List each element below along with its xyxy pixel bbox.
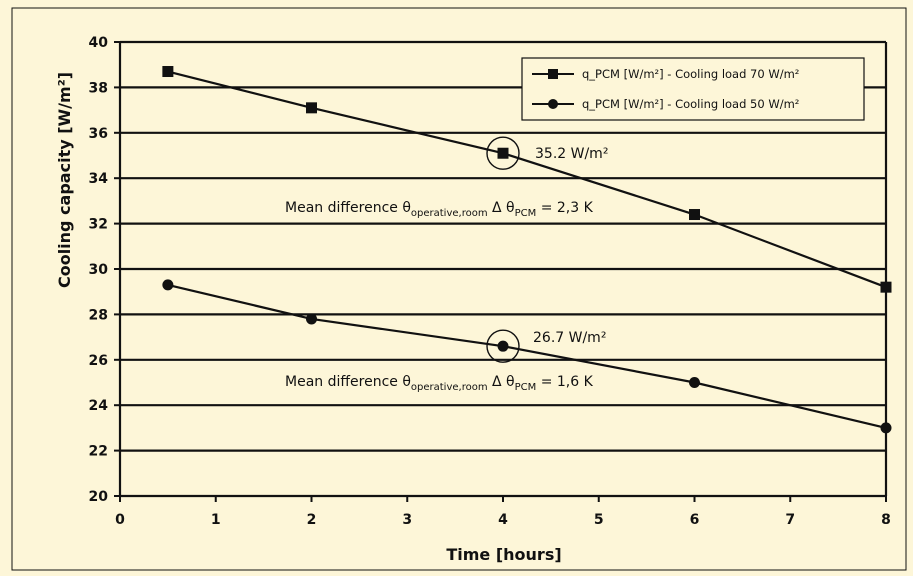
x-tick-label-7: 7 <box>785 512 795 528</box>
legend-box <box>521 57 865 121</box>
legend-marker-0 <box>548 69 558 79</box>
series-1-point-3 <box>689 377 700 388</box>
series-1-point-1 <box>306 313 317 325</box>
y-tick-label-24: 24 <box>89 398 109 414</box>
chart-frame <box>11 7 907 571</box>
y-tick-label-32: 32 <box>89 217 108 233</box>
series-0-point-3 <box>689 209 700 221</box>
annotation-mean-1: Mean difference θoperative,room Δ θPCM =… <box>285 374 594 393</box>
highlight-circle-0 <box>486 136 520 170</box>
x-tick-label-0: 0 <box>115 512 125 528</box>
legend-marker-1 <box>548 99 558 109</box>
y-tick-label-26: 26 <box>89 353 108 369</box>
legend-label-1: q_PCM [W/m²] - Cooling load 50 W/m² <box>582 97 799 111</box>
y-tick-label-36: 36 <box>89 126 108 142</box>
y-tick-label-34: 34 <box>89 171 109 187</box>
axes <box>114 41 888 502</box>
y-tick-label-20: 20 <box>89 489 109 505</box>
series-1-point-2 <box>497 340 509 352</box>
legend-label-0: q_PCM [W/m²] - Cooling load 70 W/m² <box>582 67 799 81</box>
y-tick-label-40: 40 <box>89 35 109 51</box>
annotation-value-0: 35.2 W/m² <box>535 146 608 162</box>
x-tick-label-6: 6 <box>690 512 700 528</box>
y-tick-label-28: 28 <box>89 307 108 323</box>
series-1-point-0 <box>162 279 174 291</box>
series-0-point-4 <box>880 281 892 293</box>
annotation-mean-0: Mean difference θoperative,room Δ θPCM =… <box>285 200 594 219</box>
x-tick-label-1: 1 <box>211 512 221 528</box>
annotations: 35.2 W/m² Mean difference θoperative,room… <box>285 136 608 393</box>
series-1-point-4 <box>880 422 892 434</box>
x-tick-label-3: 3 <box>402 512 412 528</box>
x-axis-title: Time [hours] <box>446 545 561 564</box>
series-0-point-2 <box>497 147 509 159</box>
x-tick-label-4: 4 <box>498 512 508 528</box>
y-tick-label-30: 30 <box>89 262 109 278</box>
series-0-point-1 <box>306 102 317 114</box>
grid-lines <box>120 40 886 452</box>
y-tick-label-38: 38 <box>89 80 108 96</box>
highlight-circle-1 <box>486 329 520 363</box>
x-tick-label-8: 8 <box>881 512 891 528</box>
x-tick-label-5: 5 <box>594 512 604 528</box>
y-tick-label-22: 22 <box>89 444 108 460</box>
legend: q_PCM [W/m²] - Cooling load 70 W/m² q_PCM… <box>521 57 865 121</box>
annotation-value-1: 26.7 W/m² <box>533 330 606 346</box>
series-0-point-0 <box>162 66 174 78</box>
series <box>162 66 892 434</box>
y-axis-title: Cooling capacity [W/m²] <box>55 72 74 288</box>
x-tick-label-2: 2 <box>307 512 317 528</box>
